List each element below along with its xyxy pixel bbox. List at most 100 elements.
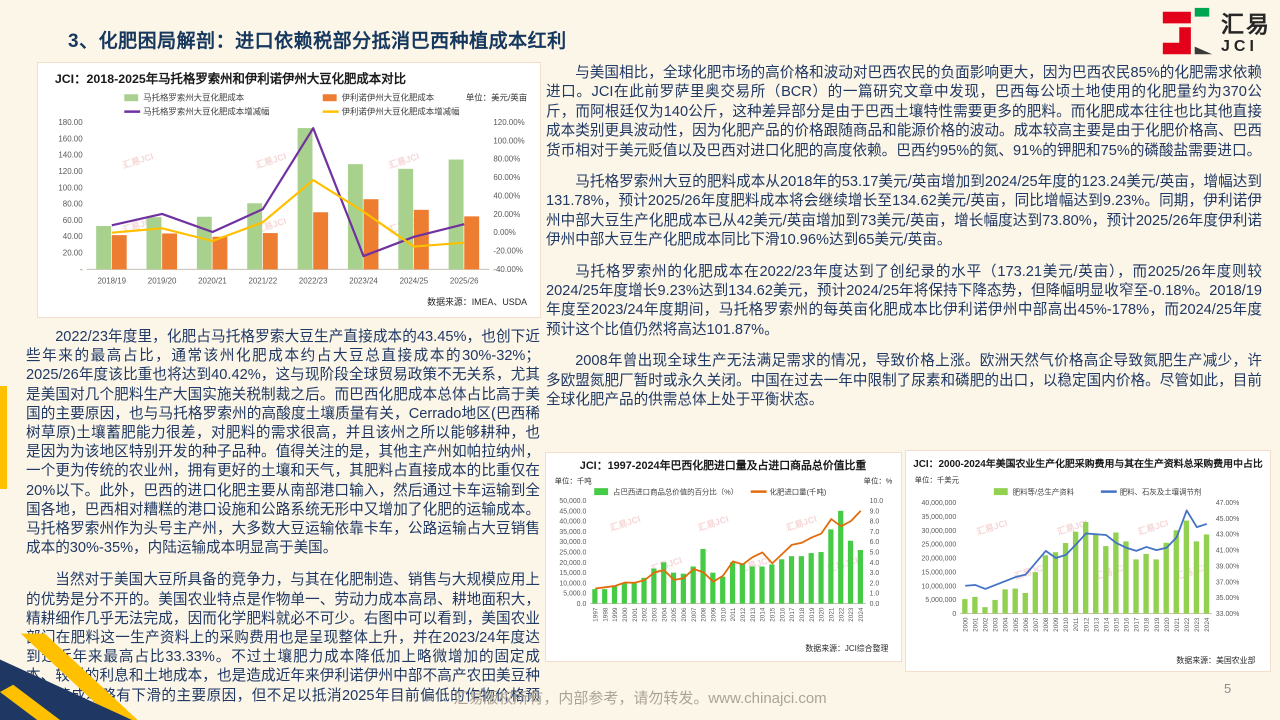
svg-text:2007: 2007 <box>1033 617 1040 632</box>
svg-text:2019: 2019 <box>809 607 816 622</box>
svg-text:2021: 2021 <box>828 607 835 622</box>
svg-text:马托格罗索州大豆化肥成本: 马托格罗索州大豆化肥成本 <box>143 93 245 103</box>
left-edge-accent-bar <box>0 386 7 489</box>
svg-text:8.0: 8.0 <box>870 519 880 526</box>
svg-text:汇易JCI: 汇易JCI <box>975 517 1009 537</box>
logo-en-label: JCI <box>1221 38 1258 55</box>
svg-text:5,000,000: 5,000,000 <box>925 597 956 604</box>
svg-text:2023/24: 2023/24 <box>349 276 378 285</box>
svg-text:20,000.0: 20,000.0 <box>559 560 586 567</box>
svg-text:化肥进口量(千吨): 化肥进口量(千吨) <box>770 487 827 497</box>
svg-text:单位：千吨: 单位：千吨 <box>555 476 593 486</box>
svg-text:2019/20: 2019/20 <box>148 276 177 285</box>
jci-logo: 汇易 JCI <box>1158 6 1271 62</box>
svg-text:汇易JCI: 汇易JCI <box>696 513 730 533</box>
svg-text:41.00%: 41.00% <box>1216 548 1239 555</box>
svg-text:2010: 2010 <box>1063 617 1070 632</box>
svg-text:47.00%: 47.00% <box>1216 500 1239 507</box>
footer-copyright: 汇易版权所有，内部参考，请勿转发。www.chinajci.com <box>453 690 827 707</box>
soy-fertilizer-cost-chart: 汇易JCI汇易JCI汇易JCI汇易JCI汇易JCI汇易JCIJCI：2018-2… <box>55 71 527 307</box>
brazil-fertilizer-import-chart: 汇易JCI汇易JCI汇易JCI汇易JCI汇易JCI汇易JCIJCI：1997-2… <box>555 458 893 653</box>
chart-card-us-expense: 汇易JCI 汇易JCI 汇易JCI 汇易JCI 汇易JCI 汇易JCI JCI：2000-2… <box>905 450 1271 672</box>
svg-text:140.00: 140.00 <box>58 151 83 160</box>
svg-text:汇易JCI: 汇易JCI <box>121 150 155 170</box>
left-column: 2022/23年度里，化肥占马托格罗索大豆生产直接成本的43.45%，也创下近些… <box>26 328 540 720</box>
svg-text:2002: 2002 <box>983 617 990 632</box>
svg-text:7.0: 7.0 <box>870 529 880 536</box>
svg-text:2020: 2020 <box>819 607 826 622</box>
svg-text:2019: 2019 <box>1154 617 1161 632</box>
svg-text:30,000.0: 30,000.0 <box>559 539 586 546</box>
jci-logo-text: 汇易 JCI <box>1221 13 1271 55</box>
svg-text:15,000.0: 15,000.0 <box>559 570 586 577</box>
svg-text:单位：美元/英亩: 单位：美元/英亩 <box>466 93 527 103</box>
page-title: 3、化肥困局解剖：进口依赖税部分抵消巴西种植成本红利 <box>68 31 567 52</box>
svg-text:30,000,000: 30,000,000 <box>922 528 957 535</box>
svg-text:占巴西进口商品总价值的百分比（%）: 占巴西进口商品总价值的百分比（%） <box>613 487 738 497</box>
svg-text:35.00%: 35.00% <box>1216 595 1239 602</box>
svg-text:2000: 2000 <box>622 607 629 622</box>
paragraph-record-cost: 马托格罗索州的化肥成本在2022/23年度达到了创纪录的水平（173.21美元/… <box>546 263 1262 338</box>
svg-text:2001: 2001 <box>632 607 639 622</box>
svg-text:2008: 2008 <box>701 607 708 622</box>
svg-text:2012: 2012 <box>1083 617 1090 632</box>
svg-text:2014: 2014 <box>1103 617 1110 632</box>
svg-text:2023: 2023 <box>848 607 855 622</box>
svg-text:4.0: 4.0 <box>870 560 880 567</box>
svg-text:2012: 2012 <box>740 607 747 622</box>
svg-text:120.00%: 120.00% <box>493 118 524 127</box>
paragraph-brazil-cost-share: 2022/23年度里，化肥占马托格罗索大豆生产直接成本的43.45%，也创下近些… <box>26 329 540 557</box>
svg-text:JCI：2000-2024年美国农业生产化肥采购费用与其在生: JCI：2000-2024年美国农业生产化肥采购费用与其在生产资料总采购费用中占… <box>913 457 1263 470</box>
svg-text:2024: 2024 <box>858 607 865 622</box>
svg-text:2005: 2005 <box>671 607 678 622</box>
svg-text:2022: 2022 <box>1184 617 1191 632</box>
svg-text:2018: 2018 <box>799 607 806 622</box>
svg-text:2020/21: 2020/21 <box>198 276 227 285</box>
svg-text:2023: 2023 <box>1194 617 1201 632</box>
svg-text:2007: 2007 <box>691 607 698 622</box>
svg-text:40,000.0: 40,000.0 <box>559 519 586 526</box>
svg-text:肥料等/总生产资料: 肥料等/总生产资料 <box>1013 487 1075 497</box>
svg-text:2015: 2015 <box>769 607 776 622</box>
svg-text:2020: 2020 <box>1164 617 1171 632</box>
svg-text:35,000,000: 35,000,000 <box>922 514 957 521</box>
svg-text:10.0: 10.0 <box>870 498 884 505</box>
svg-text:1997: 1997 <box>592 607 599 622</box>
svg-text:25,000,000: 25,000,000 <box>922 542 957 549</box>
svg-text:20.00%: 20.00% <box>493 210 520 219</box>
svg-text:单位：千美元: 单位：千美元 <box>915 475 960 485</box>
svg-text:肥料、石灰及土壤调节剂: 肥料、石灰及土壤调节剂 <box>1120 487 1202 497</box>
svg-text:2004: 2004 <box>1003 617 1010 632</box>
svg-text:2003: 2003 <box>993 617 1000 632</box>
svg-text:15,000,000: 15,000,000 <box>922 569 957 576</box>
svg-text:2005: 2005 <box>1013 617 1020 632</box>
svg-text:40.00%: 40.00% <box>493 191 520 200</box>
svg-text:20.00: 20.00 <box>63 249 83 258</box>
logo-cn-label: 汇易 <box>1221 11 1271 37</box>
svg-text:5,000.0: 5,000.0 <box>563 591 586 598</box>
svg-text:10,000.0: 10,000.0 <box>559 580 586 587</box>
svg-text:-20.00%: -20.00% <box>493 247 523 256</box>
svg-text:马托格罗索州大豆化肥成本增减幅: 马托格罗索州大豆化肥成本增减幅 <box>143 107 270 117</box>
svg-text:JCI：2018-2025年马托格罗索州和伊利诺伊州大豆化肥: JCI：2018-2025年马托格罗索州和伊利诺伊州大豆化肥成本对比 <box>55 71 406 86</box>
svg-text:2006: 2006 <box>681 607 688 622</box>
svg-text:2025/26: 2025/26 <box>450 276 479 285</box>
svg-text:2011: 2011 <box>1073 617 1080 631</box>
svg-text:80.00%: 80.00% <box>493 155 520 164</box>
svg-text:1.0: 1.0 <box>870 591 880 598</box>
svg-text:20,000,000: 20,000,000 <box>922 556 957 563</box>
svg-text:9.0: 9.0 <box>870 508 880 515</box>
svg-text:2022: 2022 <box>838 607 845 622</box>
svg-text:伊利诺伊州大豆化肥成本增减幅: 伊利诺伊州大豆化肥成本增减幅 <box>342 107 460 117</box>
svg-text:0.0: 0.0 <box>577 601 587 608</box>
svg-text:2022/23: 2022/23 <box>299 276 328 285</box>
svg-text:2008: 2008 <box>1043 617 1050 632</box>
svg-text:-: - <box>80 265 83 274</box>
svg-text:60.00: 60.00 <box>63 216 83 225</box>
svg-text:2009: 2009 <box>1053 617 1060 632</box>
svg-text:2013: 2013 <box>1093 617 1100 632</box>
svg-text:JCI：1997-2024年巴西化肥进口量及占进口商品总价值: JCI：1997-2024年巴西化肥进口量及占进口商品总价值比重 <box>580 458 867 472</box>
chart-card-brazil-imports: 汇易JCI汇易JCI汇易JCI汇易JCI汇易JCI汇易JCIJCI：1997-2… <box>545 452 902 662</box>
